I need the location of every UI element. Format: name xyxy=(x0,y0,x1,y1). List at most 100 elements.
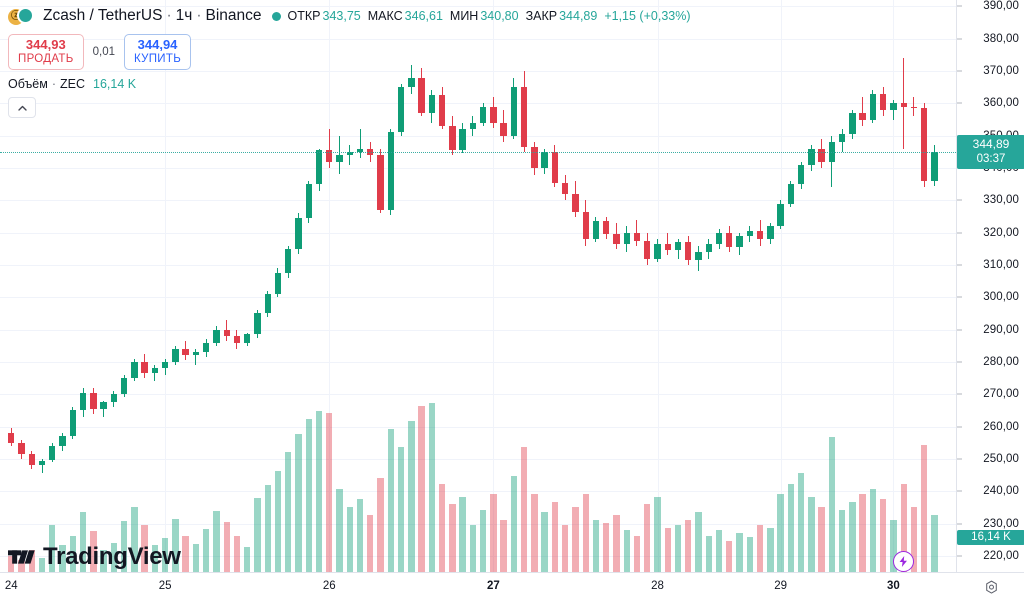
volume-bar xyxy=(69,535,76,572)
volume-bar xyxy=(49,525,56,572)
volume-bar xyxy=(28,550,35,572)
volume-bar xyxy=(572,507,579,572)
volume-bar xyxy=(8,556,15,572)
candle-body xyxy=(233,336,241,343)
volume-bar xyxy=(562,525,569,572)
gridline-horizontal xyxy=(0,491,956,493)
candle-body xyxy=(767,226,774,240)
gridline-horizontal xyxy=(0,523,956,525)
price-tick-dash xyxy=(957,5,962,7)
volume-bar xyxy=(685,520,692,572)
lightning-bolt-icon[interactable] xyxy=(893,551,914,572)
bolt-glyph-icon xyxy=(899,556,907,567)
candle-body xyxy=(921,108,928,181)
ohlc-value: 346,61 xyxy=(404,9,443,23)
volume-bar xyxy=(90,531,97,572)
price-axis[interactable]: 390,00380,00370,00360,00350,00340,00330,… xyxy=(956,0,1024,572)
volume-bar xyxy=(172,518,179,572)
candle-body xyxy=(808,148,815,165)
volume-bar xyxy=(900,483,907,572)
price-tick-dash xyxy=(957,70,962,72)
candle-body xyxy=(900,103,907,107)
candle-body xyxy=(59,436,66,446)
volume-bar xyxy=(797,473,805,572)
gridline-horizontal xyxy=(0,426,956,428)
volume-bar xyxy=(223,522,230,572)
price-tick-label: 390,00 xyxy=(983,0,1019,13)
candle-body xyxy=(500,122,507,136)
volume-bar xyxy=(244,547,251,572)
volume-bar xyxy=(202,529,210,572)
candle-body xyxy=(202,342,210,353)
gridline-horizontal xyxy=(0,38,956,40)
volume-bar xyxy=(726,540,733,572)
candle-body xyxy=(890,103,897,110)
candle-wick xyxy=(892,100,894,120)
candle-body xyxy=(531,147,538,169)
volume-legend-value: 16,14 K xyxy=(93,77,137,92)
candle-body xyxy=(151,368,159,374)
price-tick-label: 290,00 xyxy=(983,323,1019,336)
volume-bar xyxy=(182,535,189,572)
tether-coin-icon xyxy=(17,6,34,24)
gridline-horizontal xyxy=(0,71,956,73)
volume-bar xyxy=(100,549,107,572)
buy-price: 344,94 xyxy=(137,37,178,52)
candle-body xyxy=(674,242,682,251)
candle-body xyxy=(8,433,15,443)
candle-body xyxy=(746,231,753,236)
symbol-pair-icons: ⓩ xyxy=(8,6,38,26)
candle-wick xyxy=(41,458,43,474)
ohlc-label: МАКС xyxy=(367,9,403,23)
gridline-horizontal xyxy=(0,329,956,331)
settings-gear-icon[interactable] xyxy=(982,578,1000,596)
volume-bar xyxy=(151,544,159,572)
candle-body xyxy=(520,87,528,148)
exchange-label[interactable]: Binance xyxy=(205,7,262,24)
volume-legend[interactable]: Объём · ZEC 16,14 K xyxy=(8,77,691,91)
gridline-horizontal xyxy=(0,361,956,363)
price-tick-dash xyxy=(957,264,962,266)
candle-body xyxy=(510,87,518,136)
ohlc-value: 340,80 xyxy=(480,9,519,23)
candle-body xyxy=(182,349,189,356)
sell-button[interactable]: 344,93 ПРОДАТЬ xyxy=(8,34,84,71)
time-tick-label: 24 xyxy=(4,580,18,592)
candle-body xyxy=(592,221,600,240)
volume-bar xyxy=(397,447,405,572)
time-tick-label: 27 xyxy=(486,580,500,592)
time-axis[interactable]: 24 25 26 27 28 29 30 xyxy=(0,572,1024,603)
current-price-line xyxy=(0,152,956,154)
candle-body xyxy=(736,235,743,248)
price-tick-label: 230,00 xyxy=(983,517,1019,530)
candle-wick xyxy=(667,232,669,256)
volume-bar xyxy=(633,535,641,572)
volume-bar xyxy=(326,413,333,572)
gridline-horizontal xyxy=(0,6,956,8)
collapse-pane-button[interactable] xyxy=(8,97,36,119)
volume-bar xyxy=(787,483,795,572)
chart-plot-area[interactable] xyxy=(0,0,956,572)
header-separator-2: · xyxy=(196,7,202,24)
volume-bar xyxy=(367,514,374,572)
price-tick-label: 270,00 xyxy=(983,388,1019,401)
gridline-horizontal xyxy=(0,200,956,202)
chevron-up-icon xyxy=(17,105,27,111)
candle-body xyxy=(397,87,405,133)
price-tick-label: 240,00 xyxy=(983,485,1019,498)
candle-body xyxy=(931,152,938,181)
symbol-header[interactable]: ⓩ Zcash / TetherUS · 1ч · Binance ОТКР 34… xyxy=(8,4,691,28)
chart-legend: ⓩ Zcash / TetherUS · 1ч · Binance ОТКР 34… xyxy=(8,4,691,119)
volume-bar xyxy=(79,512,87,572)
volume-bar xyxy=(438,483,446,572)
candle-wick xyxy=(903,58,905,149)
candle-wick xyxy=(339,135,341,175)
timeframe-label[interactable]: 1ч xyxy=(175,7,193,24)
candle-wick xyxy=(349,145,351,165)
candle-body xyxy=(418,77,425,114)
candle-body xyxy=(326,150,333,162)
gridline-vertical xyxy=(165,0,166,572)
candle-body xyxy=(838,134,846,143)
buy-button[interactable]: 344,94 КУПИТЬ xyxy=(124,34,192,71)
symbol-name[interactable]: Zcash / TetherUS xyxy=(43,7,163,24)
